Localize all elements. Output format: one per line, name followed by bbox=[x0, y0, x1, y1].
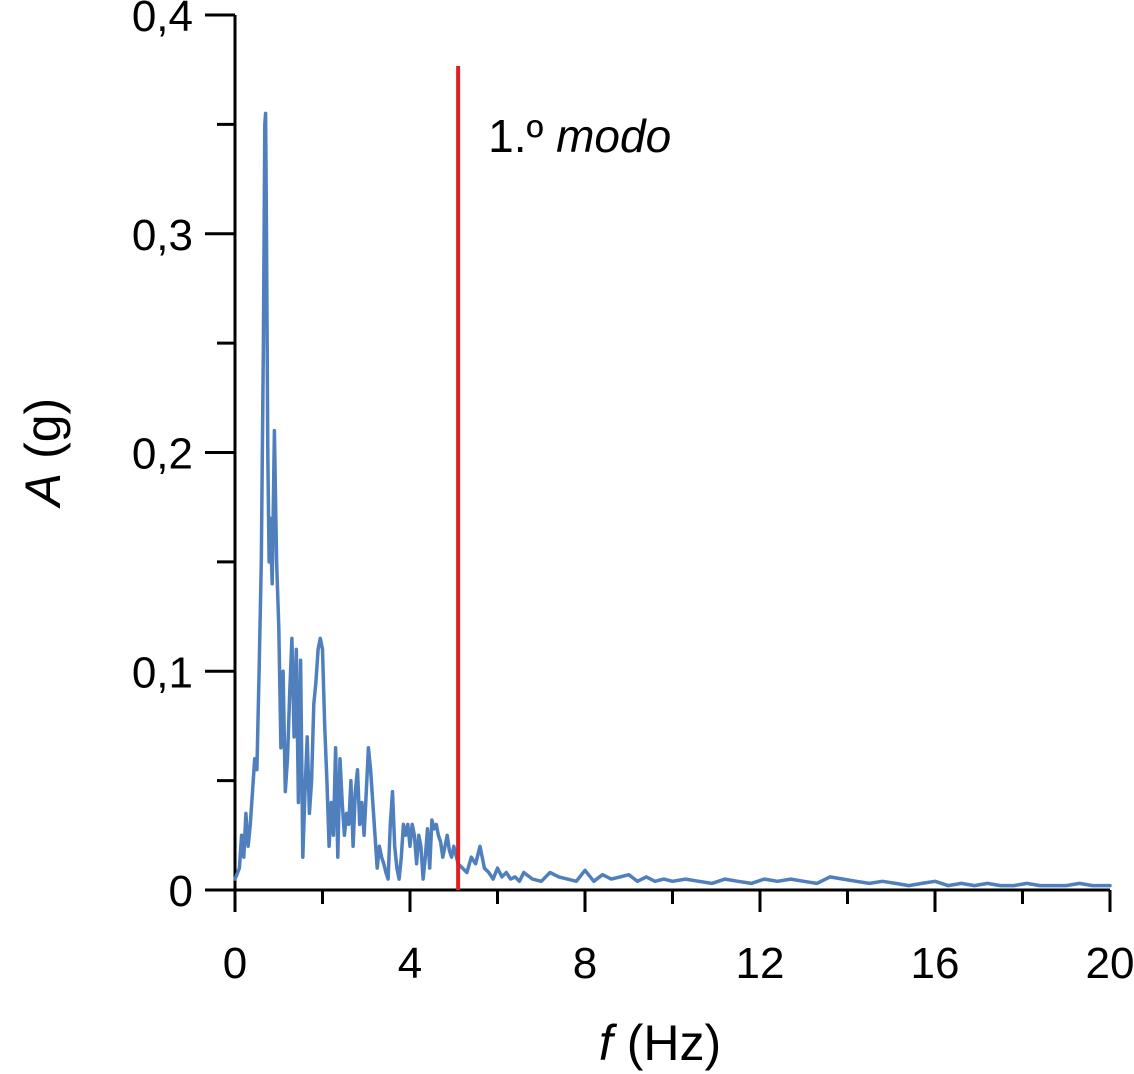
x-tick-label: 12 bbox=[736, 939, 785, 988]
y-tick-label: 0,4 bbox=[132, 0, 193, 41]
first-mode-label-italic: modo bbox=[556, 110, 671, 162]
first-mode-label-prefix: 1.º bbox=[488, 110, 556, 162]
x-tick-label: 4 bbox=[398, 939, 422, 988]
x-axis-spacer bbox=[613, 1015, 627, 1071]
y-tick-label: 0,1 bbox=[132, 648, 193, 697]
x-axis-title: f (Hz) bbox=[599, 1015, 721, 1071]
series-layer bbox=[233, 111, 1112, 888]
y-tick-label: 0 bbox=[169, 867, 193, 916]
x-tick-label: 0 bbox=[223, 939, 247, 988]
y-tick-label: 0,3 bbox=[132, 211, 193, 260]
x-tick-label: 16 bbox=[911, 939, 960, 988]
y-tick-label: 0,2 bbox=[132, 430, 193, 479]
x-axis-unit: (Hz) bbox=[627, 1015, 721, 1071]
first-mode-label: 1.º modo bbox=[488, 110, 671, 162]
reference-layer: 1.º modo bbox=[456, 66, 671, 890]
y-axis-spacer bbox=[15, 459, 71, 473]
x-axis: 0 4 8 12 16 20 bbox=[223, 888, 1134, 988]
y-axis-unit: (g) bbox=[15, 398, 71, 459]
y-axis-title: A (g) bbox=[15, 398, 71, 509]
x-tick-label: 8 bbox=[573, 939, 597, 988]
x-tick-label: 20 bbox=[1086, 939, 1134, 988]
y-axis-symbol: A bbox=[15, 473, 71, 509]
y-axis: 0 0,1 0,2 0,3 0,4 bbox=[132, 0, 237, 916]
spectrum-series-line bbox=[233, 111, 1112, 888]
